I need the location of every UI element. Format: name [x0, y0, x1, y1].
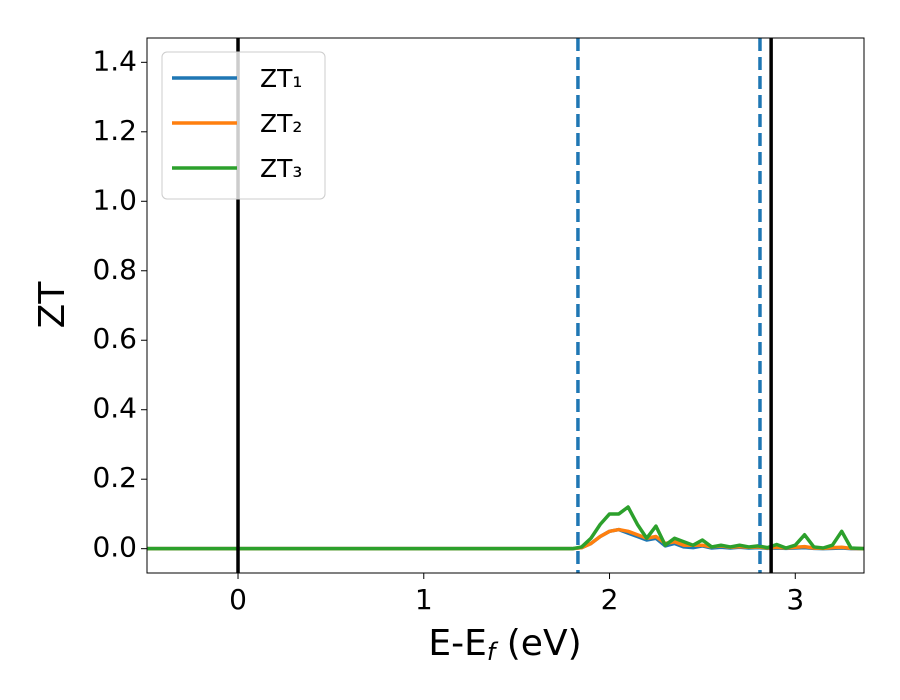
- y-tick-label: 0.2: [92, 461, 137, 494]
- y-tick-label: 1.2: [92, 114, 137, 147]
- plot-frame: [146, 37, 865, 574]
- legend-label: ZT₁: [260, 64, 302, 93]
- x-axis-label: E-Ef (eV): [428, 623, 581, 666]
- y-tick-label: 0.8: [92, 253, 137, 286]
- data-line: [147, 527, 865, 551]
- x-label-suffix: (eV): [495, 623, 581, 664]
- legend-label: ZT₂: [260, 109, 302, 138]
- y-axis-label: ZT: [32, 281, 73, 329]
- x-tick-label: 0: [229, 583, 247, 616]
- x-tick-label: 2: [601, 583, 619, 616]
- y-tick-label: 0.6: [92, 322, 137, 355]
- legend-box: [161, 51, 326, 200]
- y-tick-label: 1.4: [92, 44, 137, 77]
- legend-label: ZT₃: [260, 154, 302, 183]
- data-line: [147, 505, 865, 551]
- y-tick-label: 1.0: [92, 183, 137, 216]
- y-tick-label: 0.4: [92, 392, 137, 425]
- x-tick-label: 1: [415, 583, 433, 616]
- y-tick-label: 0.0: [92, 531, 137, 564]
- x-tick-label: 3: [786, 583, 804, 616]
- legend: ZT₁ ZT₂ ZT₃: [161, 51, 326, 200]
- x-label-main: E-E: [428, 623, 486, 664]
